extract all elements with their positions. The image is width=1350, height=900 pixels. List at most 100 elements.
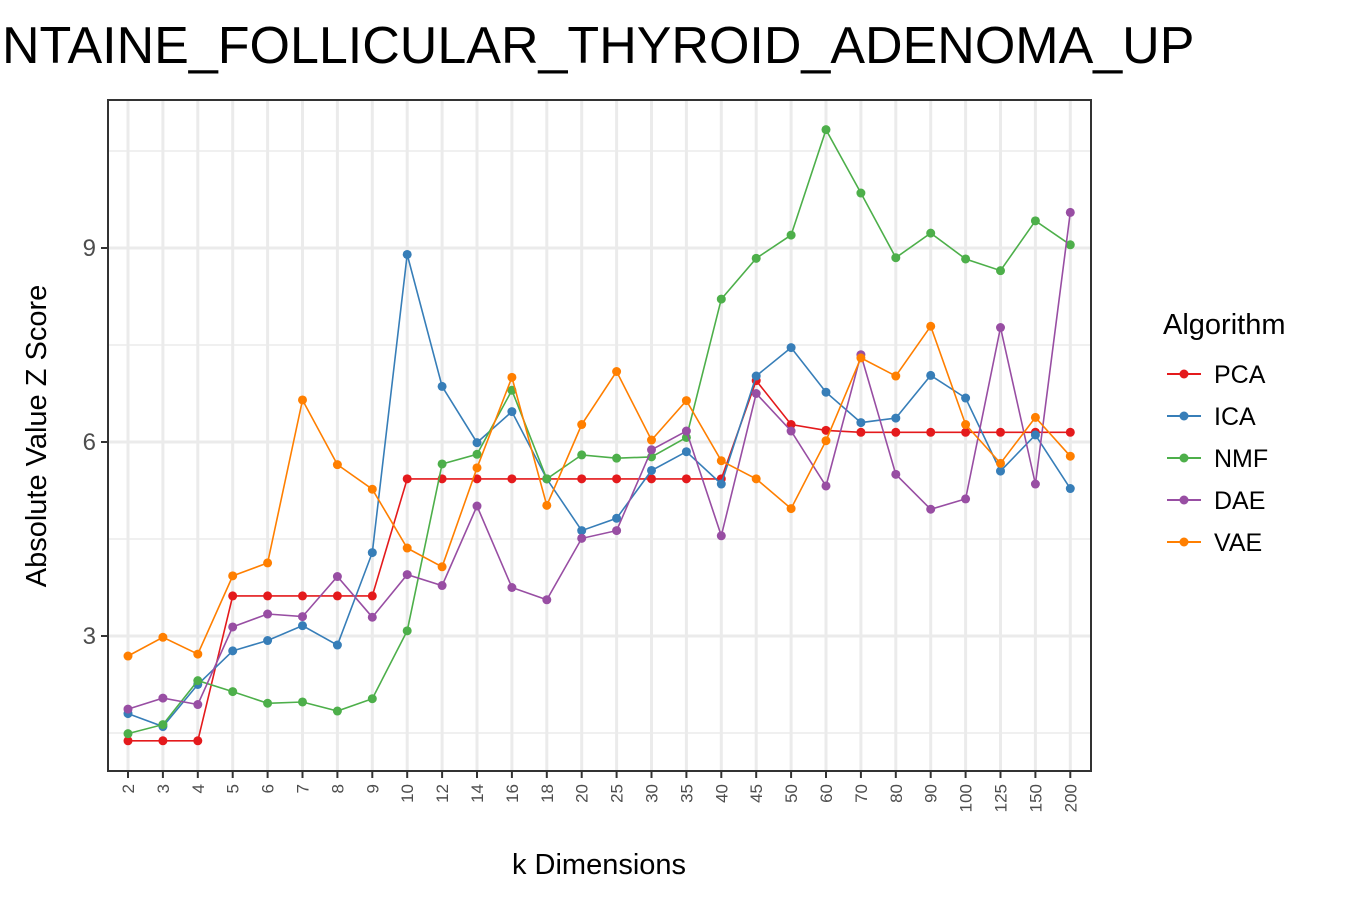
data-point-vae [158,632,168,642]
legend: Algorithm PCA ICA NMF DAE VAE [1163,309,1286,557]
data-point-vae [891,371,901,381]
plot-background [108,100,1091,771]
x-tick-label: 7 [294,784,313,793]
series-line-dae [127,212,1072,710]
data-point-dae [786,426,796,436]
x-tick-label: 12 [433,784,452,803]
data-point-vae [123,651,133,661]
data-point-nmf [751,253,761,263]
x-tick-label: 3 [154,784,173,793]
data-point-ica [263,636,273,646]
data-point-nmf [786,230,796,240]
data-point-dae [681,426,691,436]
x-tick-label: 30 [643,784,662,803]
data-point-vae [961,420,971,430]
data-point-nmf [298,697,307,707]
data-point-ica [821,387,831,397]
data-point-pca [786,420,796,430]
data-point-ica [786,343,796,353]
data-point-dae [402,570,412,580]
data-point-dae [821,481,831,491]
data-point-vae [193,649,203,659]
data-point-vae [612,367,622,377]
chart-title: NTAINE_FOLLICULAR_THYROID_ADENOMA_UP [2,17,1194,75]
data-point-dae [612,526,622,536]
series-group [123,125,1075,746]
data-point-dae [437,581,447,591]
data-point-ica [228,646,238,656]
data-point-dae [1065,207,1075,217]
data-point-pca [996,427,1005,437]
x-tick-label: 16 [503,784,522,803]
legend-label-dae: DAE [1214,487,1265,515]
data-point-pca [926,427,936,437]
data-point-pca [1065,427,1075,437]
legend-key-point [1179,537,1189,547]
data-point-pca [647,474,656,484]
plot-grid [108,100,1091,771]
series-line-ica [127,254,1071,728]
data-point-vae [751,474,761,484]
x-tick-label: 4 [189,784,208,793]
data-point-nmf [402,626,412,636]
x-tick-label: 45 [747,784,766,803]
data-point-vae [996,458,1005,468]
data-point-ica [437,381,447,391]
data-point-ica [472,438,482,448]
data-point-ica [298,621,307,631]
data-point-dae [228,622,238,632]
data-point-vae [332,460,342,470]
data-point-vae [647,435,656,445]
data-point-nmf [437,459,447,469]
x-axis-title: k Dimensions [512,849,686,881]
data-point-ica [577,526,587,536]
x-tick-label: 2 [119,784,138,793]
y-axis-title: Absolute Value Z Score [21,285,53,588]
x-tick-label: 10 [398,784,417,803]
data-point-nmf [542,474,552,484]
data-point-dae [716,531,726,541]
data-point-pca [332,591,342,601]
plot-panel-border [107,99,1092,772]
data-point-dae [996,323,1005,333]
data-point-ica [751,371,761,381]
data-point-pca [891,427,901,437]
data-point-dae [158,693,168,703]
y-tick-label: 9 [83,235,96,262]
data-point-nmf [472,449,482,459]
x-tick-label: 125 [992,784,1011,812]
data-point-pca [612,474,622,484]
data-point-ica [332,640,342,650]
x-tick-label: 60 [817,784,836,803]
data-point-ica [891,413,901,423]
data-point-pca [402,474,412,484]
data-point-nmf [123,729,133,739]
data-point-dae [193,700,203,710]
data-point-dae [472,501,482,511]
series-line-pca [128,378,1071,742]
data-point-vae [507,372,517,382]
data-point-vae [821,436,831,446]
data-point-vae [437,562,447,572]
x-tick-label: 25 [608,784,627,803]
data-point-vae [472,463,482,473]
data-point-vae [228,571,238,581]
data-point-vae [298,395,307,405]
x-tick-label: 35 [677,784,696,803]
data-point-vae [856,353,866,363]
data-point-vae [402,543,412,553]
x-tick-label: 18 [538,784,557,803]
data-point-ica [647,465,656,475]
data-point-dae [298,612,307,622]
data-point-nmf [158,720,168,730]
data-point-ica [367,548,377,558]
data-point-pca [507,474,517,484]
data-point-nmf [821,125,831,135]
data-point-dae [123,704,133,714]
data-point-dae [577,533,587,543]
x-tick-label: 200 [1061,784,1080,812]
x-tick-label: 100 [957,784,976,812]
data-point-ica [402,249,412,259]
data-point-vae [577,420,587,430]
x-tick-label: 70 [852,784,871,803]
